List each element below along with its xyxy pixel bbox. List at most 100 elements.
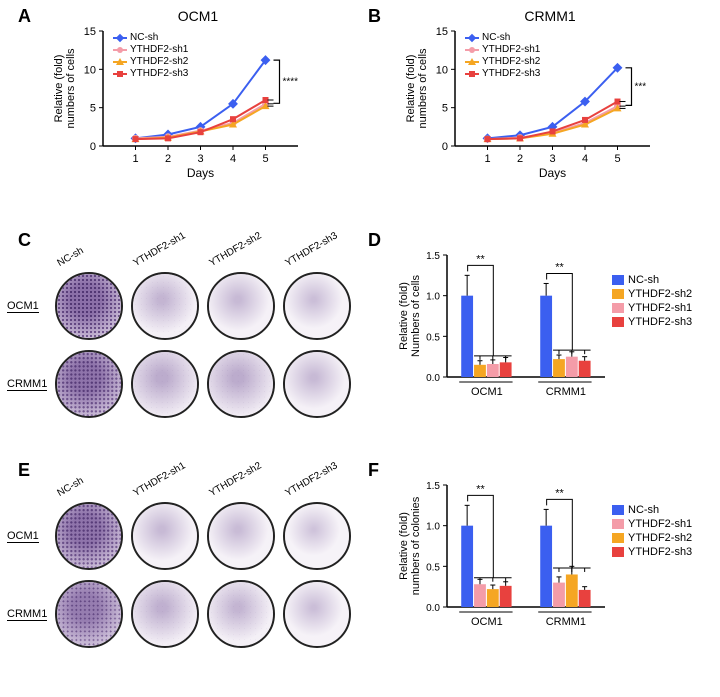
- svg-text:Relative (fold): Relative (fold): [405, 55, 417, 123]
- well-image: [131, 272, 199, 340]
- bar-legend: NC-shYTHDF2-sh1YTHDF2-sh2YTHDF2-sh3: [612, 503, 692, 559]
- svg-text:**: **: [476, 483, 485, 495]
- svg-text:2: 2: [517, 153, 523, 165]
- well-image: [207, 502, 275, 570]
- svg-text:****: ****: [283, 77, 299, 88]
- svg-text:1: 1: [484, 153, 490, 165]
- svg-text:5: 5: [90, 103, 96, 115]
- svg-text:1.0: 1.0: [426, 522, 440, 533]
- legend-label: YTHDF2-sh1: [628, 301, 692, 315]
- svg-text:Relative (fold): Relative (fold): [53, 55, 65, 123]
- legend-label: YTHDF2-sh3: [482, 68, 540, 80]
- well-image: [207, 272, 275, 340]
- svg-text:5: 5: [614, 153, 620, 165]
- svg-text:Days: Days: [539, 166, 566, 180]
- svg-text:0.5: 0.5: [426, 332, 440, 343]
- svg-text:5: 5: [442, 103, 448, 115]
- legend-item: YTHDF2-sh1: [465, 44, 540, 56]
- legend-item: YTHDF2-sh1: [612, 301, 692, 315]
- ocm1-line-chart: OCM1 05101512345****Relative (fold)numbe…: [48, 8, 343, 181]
- legend-item: NC-sh: [465, 32, 540, 44]
- well-image: [55, 272, 123, 340]
- legend-item: NC-sh: [612, 503, 692, 517]
- svg-text:0: 0: [90, 141, 96, 153]
- well-col-label: YTHDF2-sh2: [208, 460, 264, 499]
- panel-c-wells: NC-shYTHDF2-sh1YTHDF2-sh2YTHDF2-sh3OCM1C…: [55, 258, 365, 428]
- chart-title: CRMM1: [440, 8, 660, 24]
- line-legend: NC-shYTHDF2-sh1YTHDF2-sh2YTHDF2-sh3: [113, 32, 188, 80]
- well-image: [131, 350, 199, 418]
- svg-text:numbers of cells: numbers of cells: [65, 48, 77, 129]
- well-image: [207, 580, 275, 648]
- svg-text:Numbers of cells: Numbers of cells: [410, 275, 422, 357]
- line-legend: NC-shYTHDF2-sh1YTHDF2-sh2YTHDF2-sh3: [465, 32, 540, 80]
- svg-text:**: **: [555, 487, 564, 499]
- well-image: [55, 350, 123, 418]
- legend-label: YTHDF2-sh3: [130, 68, 188, 80]
- panel-e-label: E: [18, 460, 30, 481]
- well-image: [131, 502, 199, 570]
- svg-text:Relative (fold): Relative (fold): [398, 512, 410, 580]
- panel-f-label: F: [368, 460, 379, 481]
- panel-d-bar-chart: 0.00.51.01.5OCM1**CRMM1**Relative (fold)…: [395, 245, 700, 430]
- svg-text:**: **: [476, 253, 485, 265]
- legend-item: YTHDF2-sh1: [113, 44, 188, 56]
- svg-text:0.0: 0.0: [426, 373, 440, 384]
- well-col-label: NC-sh: [56, 245, 86, 269]
- legend-label: NC-sh: [628, 503, 659, 517]
- bar-plot-svg: 0.00.51.01.5OCM1**CRMM1**Relative (fold)…: [395, 245, 610, 405]
- svg-text:4: 4: [582, 153, 588, 165]
- panel-c-label: C: [18, 230, 31, 251]
- svg-text:5: 5: [262, 153, 268, 165]
- bar-legend: NC-shYTHDF2-sh2YTHDF2-sh1YTHDF2-sh3: [612, 273, 692, 329]
- legend-item: YTHDF2-sh2: [612, 287, 692, 301]
- well-row-label: OCM1: [7, 300, 39, 313]
- legend-item: YTHDF2-sh3: [612, 545, 692, 559]
- well-image: [283, 580, 351, 648]
- svg-text:0.5: 0.5: [426, 562, 440, 573]
- svg-text:**: **: [555, 261, 564, 273]
- panel-b-label: B: [368, 6, 381, 27]
- svg-text:numbers of colonies: numbers of colonies: [410, 496, 422, 595]
- well-col-label: YTHDF2-sh1: [132, 230, 188, 269]
- well-image: [283, 350, 351, 418]
- svg-text:1.5: 1.5: [426, 481, 440, 492]
- svg-text:CRMM1: CRMM1: [546, 616, 586, 628]
- svg-text:numbers of cells: numbers of cells: [417, 48, 429, 129]
- chart-title: OCM1: [88, 8, 308, 24]
- well-col-label: YTHDF2-sh1: [132, 460, 188, 499]
- svg-text:1.5: 1.5: [426, 251, 440, 262]
- legend-item: NC-sh: [113, 32, 188, 44]
- svg-text:0.0: 0.0: [426, 603, 440, 614]
- legend-item: YTHDF2-sh3: [113, 68, 188, 80]
- legend-label: YTHDF2-sh1: [628, 517, 692, 531]
- well-col-label: YTHDF2-sh3: [284, 230, 340, 269]
- svg-text:0: 0: [442, 141, 448, 153]
- legend-item: YTHDF2-sh1: [612, 517, 692, 531]
- legend-item: YTHDF2-sh3: [465, 68, 540, 80]
- well-col-label: YTHDF2-sh2: [208, 230, 264, 269]
- svg-text:***: ***: [635, 82, 647, 93]
- well-row-label: OCM1: [7, 530, 39, 543]
- svg-text:15: 15: [436, 26, 448, 38]
- svg-text:15: 15: [84, 26, 96, 38]
- legend-item: YTHDF2-sh3: [612, 315, 692, 329]
- legend-label: YTHDF2-sh3: [628, 315, 692, 329]
- svg-text:10: 10: [436, 64, 448, 76]
- legend-item: YTHDF2-sh2: [113, 56, 188, 68]
- svg-text:10: 10: [84, 64, 96, 76]
- legend-label: YTHDF2-sh2: [130, 56, 188, 68]
- legend-item: YTHDF2-sh2: [612, 531, 692, 545]
- crmm1-line-chart: CRMM1 05101512345***Relative (fold)numbe…: [400, 8, 695, 181]
- panel-e-wells: NC-shYTHDF2-sh1YTHDF2-sh2YTHDF2-sh3OCM1C…: [55, 488, 365, 658]
- well-image: [55, 580, 123, 648]
- panel-f-bar-chart: 0.00.51.01.5OCM1**CRMM1**Relative (fold)…: [395, 475, 700, 660]
- well-col-label: YTHDF2-sh3: [284, 460, 340, 499]
- well-col-label: NC-sh: [56, 475, 86, 499]
- legend-label: NC-sh: [130, 32, 158, 44]
- legend-label: YTHDF2-sh3: [628, 545, 692, 559]
- svg-text:Relative (fold): Relative (fold): [398, 282, 410, 350]
- well-image: [207, 350, 275, 418]
- svg-text:4: 4: [230, 153, 236, 165]
- well-image: [131, 580, 199, 648]
